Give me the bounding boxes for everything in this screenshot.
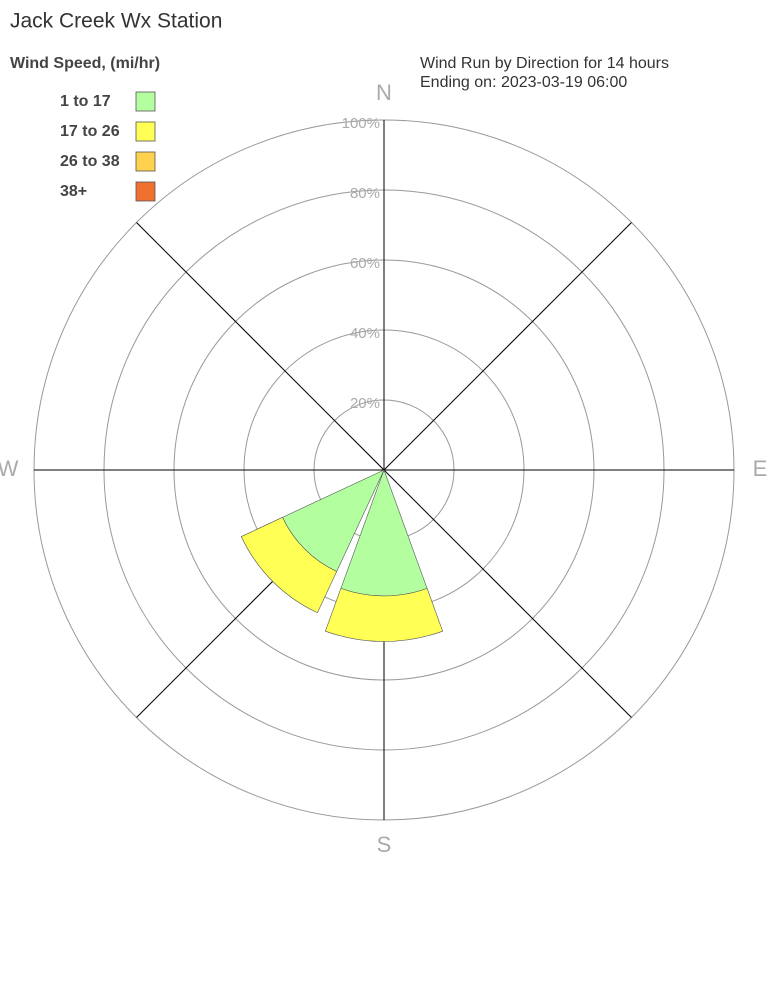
legend-swatch: [135, 151, 156, 172]
r-tick-label: 100%: [342, 115, 380, 132]
r-tick-label: 80%: [350, 185, 380, 202]
subtitle: Ending on: 2023-03-19 06:00: [420, 74, 627, 91]
r-tick-label: 60%: [350, 255, 380, 272]
legend-title: Wind Speed, (mi/hr): [10, 55, 160, 72]
spoke: [383, 222, 632, 471]
legend-swatch: [135, 121, 156, 142]
legend-label: 38+: [60, 183, 87, 200]
wedge: [240, 516, 338, 614]
direction-label: N: [376, 80, 392, 105]
legend-label: 1 to 17: [60, 93, 111, 110]
legend-swatch: [135, 181, 156, 202]
legend-swatch: [135, 91, 156, 112]
direction-label: E: [753, 456, 768, 481]
spoke: [383, 469, 632, 718]
direction-label: W: [0, 456, 19, 481]
wedge: [324, 588, 444, 642]
legend-label: 26 to 38: [60, 153, 120, 170]
direction-label: S: [377, 832, 392, 857]
chart-title: Jack Creek Wx Station: [10, 10, 222, 33]
spoke: [136, 222, 385, 471]
legend-label: 17 to 26: [60, 123, 120, 140]
subtitle: Wind Run by Direction for 14 hours: [420, 55, 669, 72]
r-tick-label: 40%: [350, 325, 380, 342]
r-tick-label: 20%: [350, 395, 380, 412]
